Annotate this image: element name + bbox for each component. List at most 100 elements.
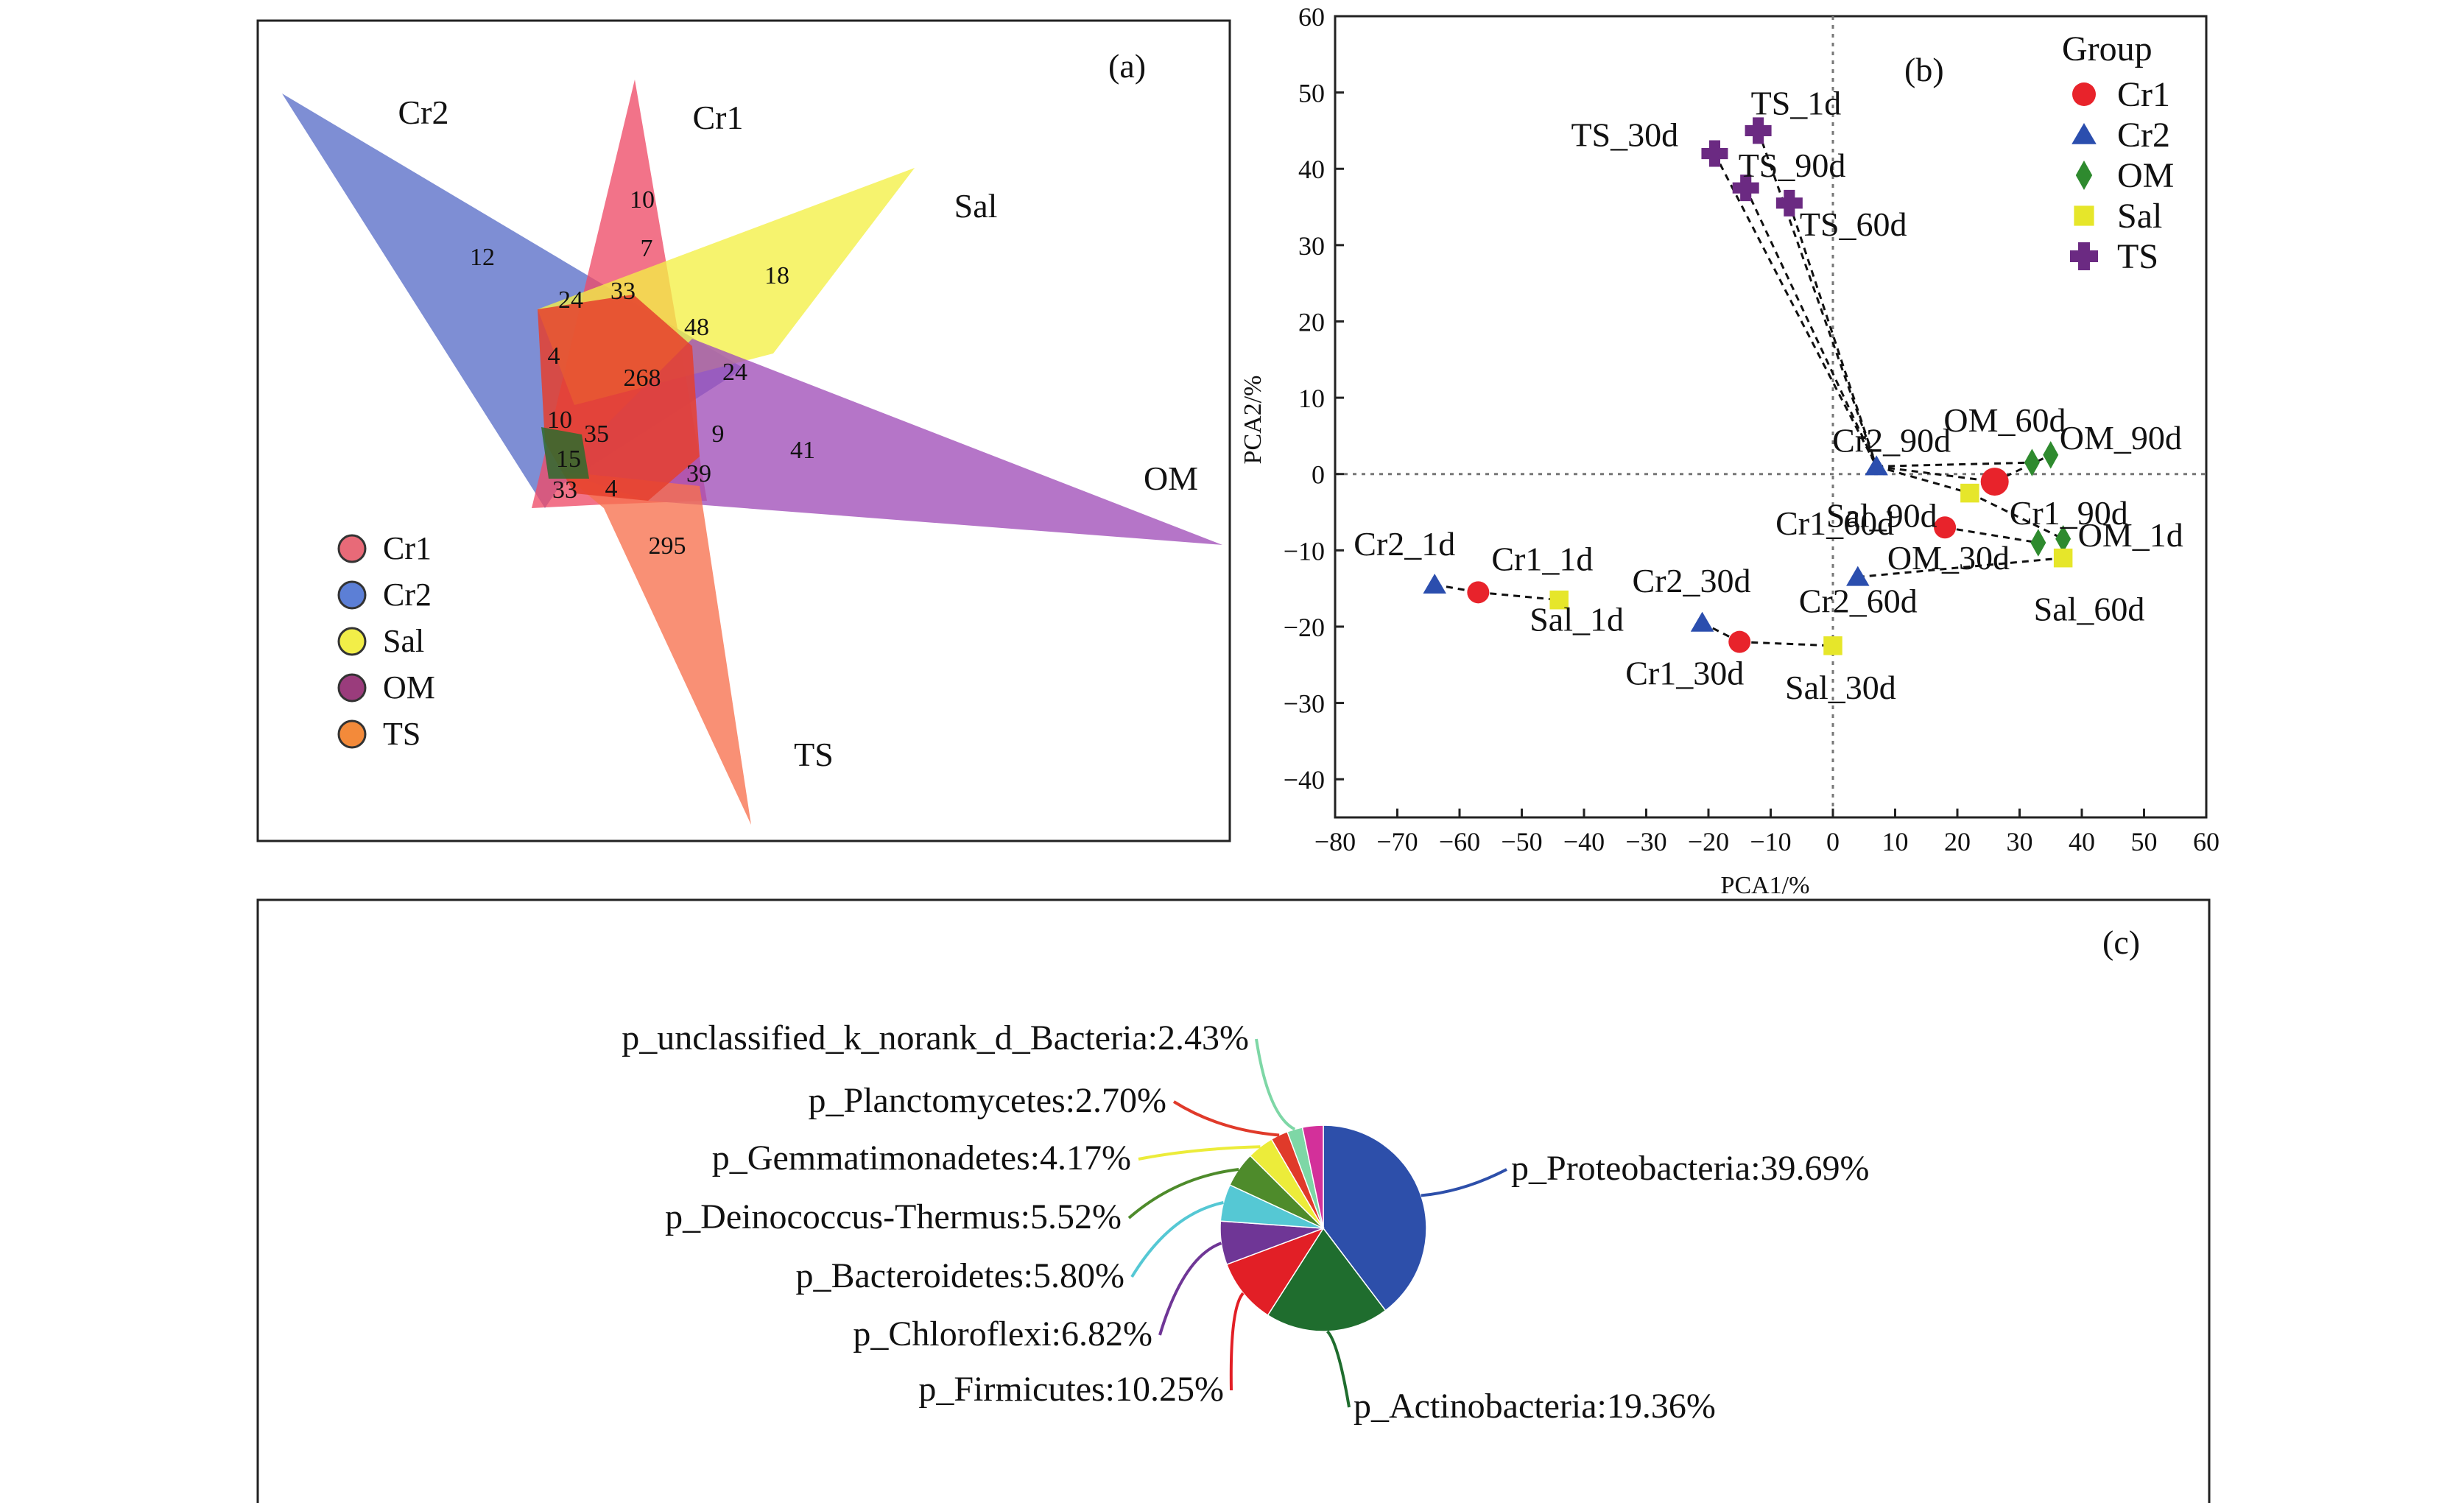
venn-count: 24 — [558, 286, 583, 314]
pca-point-label: Sal_30d — [1785, 669, 1896, 706]
pca-y-tick-label: 0 — [1312, 460, 1325, 490]
pca-trajectory-line — [1876, 465, 1995, 483]
pca-point-cr2_90d — [1865, 455, 1888, 476]
venn-petal-om — [560, 339, 1222, 545]
pca-plot-frame — [1334, 15, 2208, 819]
venn-legend-swatch-ts — [337, 719, 367, 749]
pca-y-axis-label: PCA2/% — [1239, 376, 1267, 465]
pca-x-tick-label: 50 — [2131, 827, 2158, 856]
pca-trajectory-line — [1994, 454, 2052, 483]
pca-legend-marker-cr2 — [2071, 123, 2097, 144]
venn-legend-label: Cr1 — [383, 530, 432, 566]
venn-count: 18 — [764, 262, 789, 289]
venn-count: 4 — [548, 342, 560, 370]
venn-set-label-cr2: Cr2 — [398, 94, 449, 131]
pca-x-tick-label: 20 — [1944, 827, 1971, 856]
pca-legend-label: OM — [2117, 156, 2174, 195]
venn-legend-swatch-sal — [337, 627, 367, 656]
pca-point-label: OM_1d — [2078, 516, 2183, 554]
pca-point-cr1_30d — [1728, 630, 1751, 653]
pca-y-tick-label: 10 — [1298, 384, 1325, 413]
pie-leader-lines — [1127, 1038, 1507, 1408]
pca-point-sal_30d — [1823, 636, 1842, 655]
pca-y-tick-label: −40 — [1284, 765, 1325, 795]
pca-point-labels: Cr1_1d Cr1_30d Cr1_60d Cr1_90d Cr2_1d Cr2_30d… — [1354, 84, 2183, 705]
pca-point-label: Cr1_60d — [1775, 504, 1894, 542]
pie-leader-line — [1138, 1145, 1261, 1161]
venn-legend: Cr1 Cr2 Sal OM TS — [337, 530, 435, 752]
pca-x-tick-label: −60 — [1439, 827, 1480, 856]
pca-trajectory-line — [1944, 526, 2039, 544]
pie-leader-line — [1255, 1038, 1296, 1131]
pie-leader-line — [1326, 1330, 1351, 1408]
pca-legend-marker-cr1 — [2072, 82, 2096, 106]
pca-point-sal_90d — [1960, 483, 1979, 503]
pca-trajectory-line — [1739, 641, 1834, 647]
pie-label: p_Actinobacteria:19.36% — [1354, 1387, 1716, 1426]
pca-point-label: Cr1_30d — [1625, 655, 1744, 692]
pca-x-tick-label: 10 — [1882, 827, 1909, 856]
venn-count: 24 — [722, 359, 747, 386]
pca-point-label: Cr1_1d — [1491, 540, 1593, 577]
venn-legend-swatch-om — [337, 673, 367, 703]
pca-point-om_90d — [2043, 441, 2059, 469]
pca-point-cr2_60d — [1846, 566, 1870, 586]
pca-point-om_1d — [2055, 525, 2071, 553]
venn-count: 33 — [610, 278, 636, 305]
pca-panel: (b) −80 −70 −60 −50 −40 −30 −20 −10 0 10 20 30 40 50 6… — [1239, 2, 2220, 899]
pca-legend-title: Group — [2062, 29, 2153, 68]
venn-count: 48 — [684, 314, 709, 341]
pie-leader-line — [1421, 1168, 1507, 1197]
pca-point-cr2_1d — [1423, 573, 1446, 594]
pca-point-label: TS_1d — [1751, 84, 1842, 122]
pca-point-label: TS_90d — [1739, 147, 1846, 184]
pca-x-tick-label: −40 — [1563, 827, 1605, 856]
pie-label: p_Bacteroidetes:5.80% — [795, 1256, 1124, 1295]
pca-point-label: OM_30d — [1887, 539, 2010, 577]
pca-y-tick-label: 60 — [1298, 2, 1325, 32]
pca-axes: −80 −70 −60 −50 −40 −30 −20 −10 0 10 20 30 40 50 60 −40… — [1284, 2, 2220, 856]
pca-point-label: Cr2_60d — [1799, 582, 1918, 620]
pie-label: p_Chloroflexi:6.82% — [853, 1314, 1152, 1354]
pca-point-label: Sal_90d — [1826, 497, 1937, 535]
venn-count: 41 — [790, 437, 815, 464]
pie-labels: p_Proteobacteria:39.69% p_Actinobacteria:… — [622, 1018, 1869, 1426]
venn-petal-ts — [560, 471, 751, 825]
pca-point-label: TS_30d — [1571, 116, 1678, 154]
pie-label: p_Deinococcus-Thermus:5.52% — [665, 1197, 1122, 1236]
pca-point-om_30d — [2030, 529, 2046, 557]
pca-y-tick-label: 40 — [1298, 155, 1325, 184]
pca-legend-label: Cr1 — [2117, 75, 2170, 114]
pca-point-label: Cr2_1d — [1354, 525, 1455, 563]
pca-y-tick-label: 50 — [1298, 79, 1325, 108]
venn-set-label-cr1: Cr1 — [693, 99, 744, 136]
pie-label: p_Planctomycetes:2.70% — [808, 1081, 1166, 1120]
pca-trajectory-line — [1478, 591, 1560, 602]
pie-label: p_Gemmatimonadetes:4.17% — [712, 1138, 1131, 1178]
pca-y-tick-label: −30 — [1284, 689, 1325, 719]
venn-count: 9 — [712, 420, 725, 448]
venn-legend-swatch-cr2 — [337, 580, 367, 610]
panel-label-c: (c) — [2102, 923, 2140, 961]
pca-point-cr1_60d — [1934, 516, 1957, 539]
venn-count: 268 — [624, 365, 661, 392]
venn-overlap-dark — [541, 427, 589, 479]
pca-x-tick-label: −10 — [1750, 827, 1791, 856]
pca-x-axis-label: PCA1/% — [1721, 872, 1810, 899]
venn-set-labels: Cr2 Cr1 Sal OM TS — [398, 94, 1199, 773]
pca-point-om_60d — [2024, 448, 2040, 476]
pie-slices — [1219, 1124, 1427, 1332]
venn-count: 39 — [686, 460, 711, 487]
pca-point-ts_60d — [1775, 189, 1803, 217]
pca-point-sal_60d — [2053, 548, 2073, 568]
venn-shapes — [282, 80, 1222, 825]
pca-point-label: Sal_60d — [2034, 591, 2145, 628]
pie-label: p_Proteobacteria:39.69% — [1511, 1149, 1870, 1188]
pie-panel: (c) p_Proteobacteria:39.69% p_Actinobacte… — [256, 898, 2211, 1503]
venn-legend-label: Cr2 — [383, 577, 432, 613]
pca-x-tick-label: 30 — [2007, 827, 2033, 856]
pca-point-ts_90d — [1732, 175, 1759, 202]
pie-leader-line — [1130, 1201, 1224, 1278]
panel-label-b: (b) — [1904, 51, 1944, 88]
